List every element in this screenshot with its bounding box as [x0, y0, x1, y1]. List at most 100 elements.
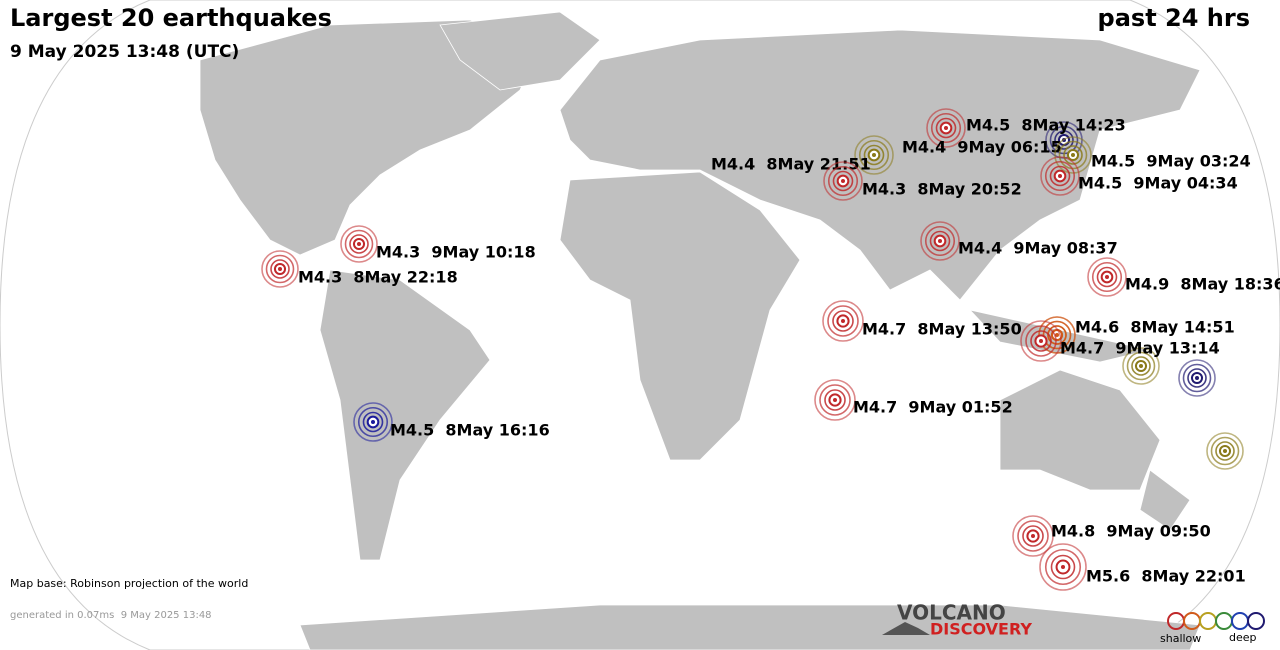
quake-label: M4.3 8May 20:52 — [862, 180, 1022, 199]
depth-legend — [1167, 612, 1265, 630]
ring — [1122, 347, 1160, 385]
ring — [854, 135, 894, 175]
quake-marker — [1122, 347, 1160, 385]
quake-label: M4.9 8May 18:36 — [1125, 275, 1280, 294]
ring — [265, 254, 295, 284]
quake-marker — [1206, 432, 1244, 470]
center — [1061, 565, 1065, 569]
ring — [1178, 359, 1216, 397]
ring — [261, 250, 299, 288]
center — [1223, 449, 1227, 453]
logo-bottom: DISCOVERY — [930, 620, 1032, 639]
center — [1071, 153, 1075, 157]
ring — [926, 108, 966, 148]
quake-marker — [1054, 136, 1092, 174]
quake-label: M4.4 8May 21:51 — [711, 155, 871, 174]
ring — [1131, 356, 1151, 376]
quake-marker — [1087, 257, 1127, 297]
ring — [270, 259, 290, 279]
ring — [827, 165, 859, 197]
ring — [1091, 261, 1123, 293]
center — [841, 179, 845, 183]
ring — [1206, 432, 1244, 470]
ring — [832, 170, 854, 192]
center — [1195, 376, 1199, 380]
center — [1039, 339, 1043, 343]
ring — [1054, 130, 1074, 150]
quake-marker — [1178, 359, 1216, 397]
ring — [823, 161, 863, 201]
period: past 24 hrs — [1098, 4, 1250, 32]
center — [841, 319, 845, 323]
quake-label: M4.5 9May 03:24 — [1091, 152, 1251, 171]
ring — [349, 234, 369, 254]
generated: generated in 0.07ms 9 May 2025 13:48 — [10, 610, 212, 621]
ring — [920, 221, 960, 261]
ring — [353, 402, 393, 442]
ring — [832, 310, 854, 332]
ring — [930, 112, 962, 144]
ring — [929, 230, 951, 252]
ring — [1215, 441, 1235, 461]
center — [833, 398, 837, 402]
quake-marker — [1039, 543, 1087, 591]
ring — [819, 384, 851, 416]
ring — [1039, 543, 1087, 591]
center — [944, 126, 948, 130]
ring — [1054, 136, 1092, 174]
legend-shallow: shallow — [1160, 632, 1201, 645]
quake-label: M4.4 9May 06:15 — [902, 138, 1062, 157]
ring — [1050, 554, 1076, 580]
ring — [814, 379, 856, 421]
quake-label: M4.5 8May 16:16 — [390, 421, 550, 440]
ring — [1044, 548, 1082, 586]
quake-marker — [920, 221, 960, 261]
quake-label: M4.5 8May 14:23 — [966, 116, 1126, 135]
title: Largest 20 earthquakes — [10, 4, 332, 32]
center — [278, 267, 282, 271]
quake-label: M4.3 9May 10:18 — [376, 243, 536, 262]
ring — [1063, 145, 1083, 165]
ring — [1020, 320, 1062, 362]
ring — [1040, 156, 1080, 196]
ring — [1096, 266, 1118, 288]
ring — [1017, 520, 1049, 552]
quake-label: M4.6 8May 14:51 — [1075, 318, 1235, 337]
ring — [357, 406, 389, 438]
center — [1058, 174, 1062, 178]
quake-label: M4.7 9May 01:52 — [853, 398, 1013, 417]
ring — [340, 225, 378, 263]
ring — [827, 305, 859, 337]
ring — [1012, 515, 1054, 557]
center — [1105, 275, 1109, 279]
quake-marker — [340, 225, 378, 263]
ring — [858, 139, 890, 171]
quake-marker — [926, 108, 966, 148]
center — [1055, 333, 1059, 337]
ring — [863, 144, 885, 166]
quake-marker — [261, 250, 299, 288]
quake-label: M4.8 9May 09:50 — [1051, 522, 1211, 541]
quake-label: M5.6 8May 22:01 — [1086, 567, 1246, 586]
quake-label: M4.5 9May 04:34 — [1078, 174, 1238, 193]
quake-marker — [353, 402, 393, 442]
quake-marker — [854, 135, 894, 175]
quake-marker — [1040, 156, 1080, 196]
ring — [1182, 363, 1212, 393]
quake-marker — [814, 379, 856, 421]
ring — [1087, 257, 1127, 297]
quake-marker — [822, 300, 864, 342]
center — [938, 239, 942, 243]
quake-marker — [823, 161, 863, 201]
ring — [1187, 368, 1207, 388]
quake-label: M4.3 8May 22:18 — [298, 268, 458, 287]
ring — [924, 225, 956, 257]
logo-icon — [882, 622, 930, 635]
ring — [824, 389, 846, 411]
center — [371, 420, 375, 424]
quake-label: M4.7 8May 13:50 — [862, 320, 1022, 339]
legend-deep: deep — [1229, 631, 1257, 644]
quake-label: M4.7 9May 13:14 — [1060, 339, 1220, 358]
center — [1139, 364, 1143, 368]
